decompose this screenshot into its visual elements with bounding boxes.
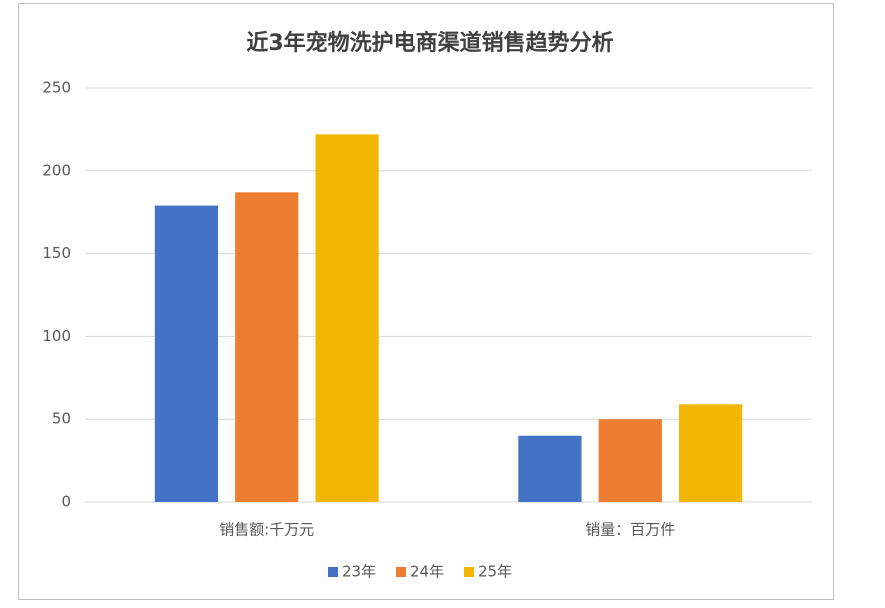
chart-title: 近3年宠物洗护电商渠道销售趋势分析: [246, 30, 613, 56]
legend-swatch: [464, 567, 474, 577]
x-tick-label: 销量：百万件: [585, 521, 675, 539]
x-tick-label: 销售额:千万元: [219, 521, 314, 539]
bar: [518, 435, 582, 502]
bar: [315, 134, 379, 503]
y-tick-label: 100: [42, 327, 71, 345]
y-tick-label: 200: [42, 161, 71, 179]
bar: [235, 192, 299, 502]
bar: [154, 205, 219, 503]
legend-swatch: [328, 567, 338, 577]
legend-label: 23年: [342, 563, 376, 581]
y-tick-label: 0: [61, 493, 71, 511]
legend-swatch: [396, 567, 406, 577]
chart-frame: [18, 3, 834, 600]
legend-label: 25年: [478, 563, 512, 581]
legend-label: 24年: [410, 563, 444, 581]
bar: [678, 404, 743, 502]
y-tick-label: 150: [42, 244, 71, 262]
y-tick-label: 50: [52, 410, 71, 428]
bar: [598, 419, 662, 502]
y-tick-label: 250: [42, 79, 71, 97]
